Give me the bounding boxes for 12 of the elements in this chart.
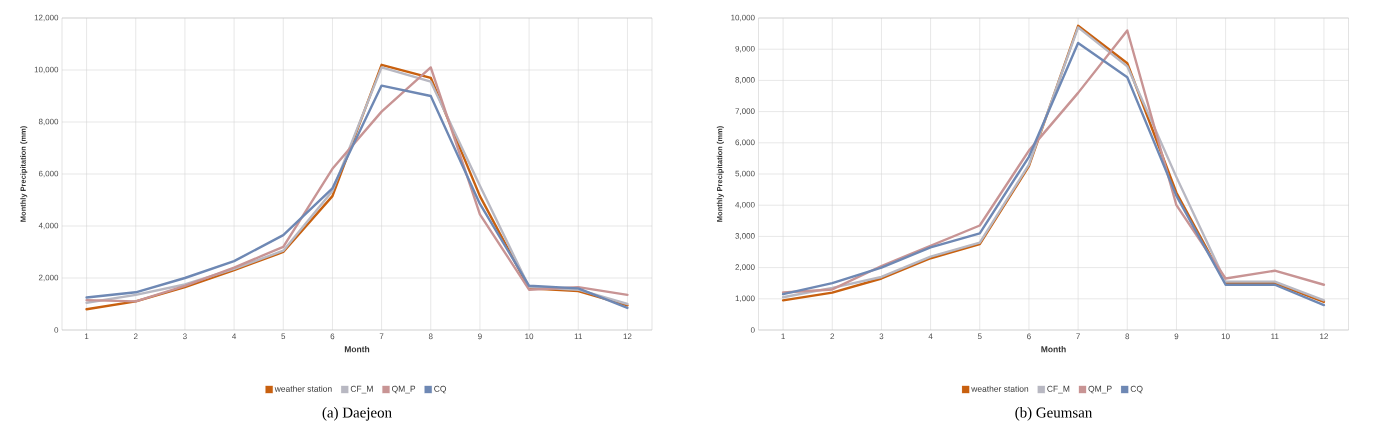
legend-label: CQ [1130,385,1143,394]
legend-label: CQ [434,385,447,394]
legend-label: weather station [274,385,332,392]
x-axis-title: Month [1041,346,1066,353]
legend-label: weather station [971,385,1029,392]
legend-label: CF_M [350,385,373,394]
x-axis-title: Month [344,346,370,353]
legend-label: QM_P [391,385,416,394]
text: (a) Daejeon [322,407,392,421]
text: (b) Geumsan [1015,407,1093,421]
legend-label: QM_P [1088,385,1112,394]
legend-label: CF_M [1047,385,1070,394]
